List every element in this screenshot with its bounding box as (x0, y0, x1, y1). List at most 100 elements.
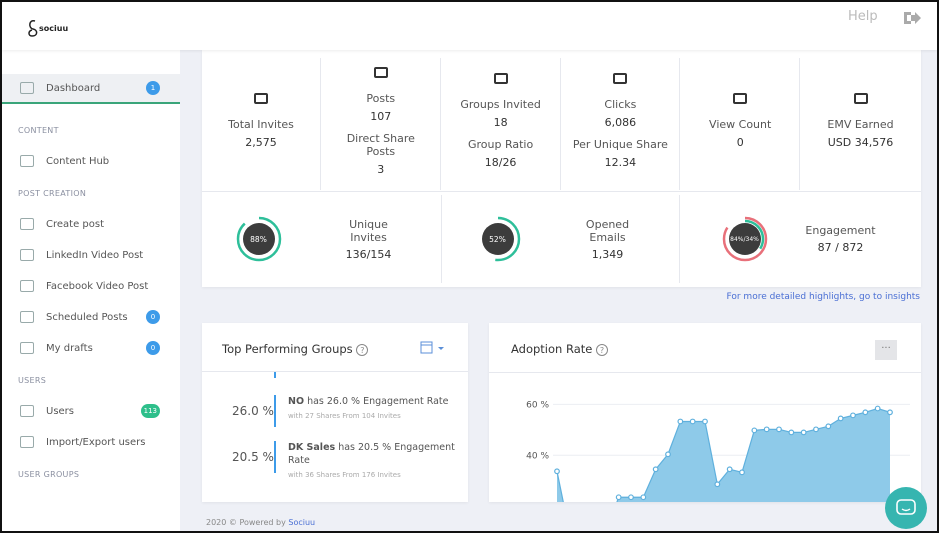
stat-icon-shape (853, 93, 868, 104)
stat-value: 6,086 (604, 116, 637, 129)
group-detail: with 36 Shares From 176 Invites (288, 471, 401, 479)
nav-label: Import/Export users (46, 436, 146, 448)
stat-column: Total Invites 2,575 (202, 58, 321, 190)
nav-icon (20, 280, 34, 292)
y-tick-label: 60 % (526, 400, 549, 410)
nav-label: My drafts (46, 342, 93, 354)
help-icon[interactable]: ? (596, 344, 609, 356)
point (615, 494, 622, 501)
group-bar (274, 372, 276, 378)
point (862, 409, 869, 416)
area (557, 408, 890, 502)
stat-label: View Count (709, 118, 772, 131)
nav-icon (20, 405, 34, 417)
group-bar (274, 395, 276, 427)
logo-text: sociuu (39, 24, 69, 33)
card-title: Top Performing Groups ? (222, 342, 369, 356)
group-name: NO (288, 396, 305, 407)
nav-item[interactable]: LinkedIn Video Post (2, 240, 180, 270)
group-entry: 26.0 % NO has 26.0 % Engagement Rate with … (202, 387, 468, 431)
sidebar: Dashboard 1 CONTENT Content Hub POST CREATIO… (2, 50, 180, 531)
stats-card: Total Invites 2,575 Posts 107 Direct Share P… (202, 50, 921, 287)
point (652, 466, 659, 473)
menu-button[interactable]: ··· (875, 340, 897, 360)
stat-value: 87 / 872 (817, 241, 864, 254)
badge: 0 (146, 310, 160, 324)
help-link[interactable]: Help (848, 9, 878, 24)
stat-label: Per Unique Share (572, 138, 668, 151)
section-title: USERS (18, 376, 47, 385)
nav-icon (20, 218, 34, 230)
point (751, 427, 758, 434)
point (677, 418, 684, 425)
group-rate: has 20.5 % Engagement Rate (288, 442, 455, 466)
point (850, 412, 856, 419)
ring-chart (475, 216, 520, 262)
stat-label: Posts (366, 91, 396, 105)
point (825, 423, 832, 430)
nav-item[interactable]: My drafts 0 (2, 333, 180, 363)
section-title: USER GROUPS (18, 470, 80, 479)
nav-item[interactable]: Dashboard 1 (2, 74, 180, 104)
help-icon[interactable]: ? (356, 344, 369, 356)
stat-icon (252, 90, 270, 110)
group-percent: 20.5 % (232, 450, 274, 464)
stat-icon-shape (254, 93, 268, 104)
group-text: DK Sales has 20.5 % Engagement Rate with … (288, 441, 458, 482)
stat-text: Opened Emails 1,349 (569, 218, 647, 261)
top-groups-card: Top Performing Groups ? with 12 Shares F… (202, 323, 468, 502)
footer-link[interactable]: Sociuu (288, 518, 316, 527)
point (567, 529, 572, 531)
stat-label: Engagement (805, 224, 876, 237)
nav-item[interactable]: Users 113 (2, 396, 180, 426)
stat-value: 18/26 (484, 156, 517, 169)
nav-label: Create post (46, 218, 105, 230)
point (788, 429, 795, 436)
stat-icon (611, 70, 629, 90)
group-percent: 26.0 % (232, 404, 274, 418)
badge: 1 (146, 81, 160, 95)
point (714, 481, 721, 488)
point (739, 469, 745, 476)
stat-text: Engagement 87 / 872 (802, 224, 880, 254)
point (640, 494, 647, 501)
stat-cell: 52% Opened Emails 1,349 (442, 195, 680, 283)
section-title: POST CREATION (18, 189, 87, 198)
nav-icon (20, 311, 34, 323)
group-text: NO has 26.0 % Engagement Rate with 27 Sha… (288, 395, 458, 423)
nav-item[interactable]: Facebook Video Post (2, 271, 180, 301)
chat-button[interactable] (885, 487, 927, 529)
stat-value: 3 (377, 162, 385, 176)
ring-chart (722, 216, 767, 262)
stat-label: Groups Invited (460, 98, 541, 111)
stat-value: 0 (736, 136, 744, 149)
nav-item[interactable]: Scheduled Posts 0 (2, 302, 180, 332)
nav-item[interactable]: Import/Export users (2, 427, 180, 457)
nav-icon (20, 82, 34, 94)
badge: 0 (146, 341, 160, 355)
y-tick-label: 40 % (526, 451, 549, 461)
calendar-dropdown[interactable] (420, 341, 446, 355)
chat-icon (896, 499, 916, 515)
nav-item[interactable]: Content Hub (2, 146, 180, 176)
section-title: CONTENT (18, 126, 59, 135)
stat-value: 2,575 (245, 136, 277, 149)
nav-item[interactable]: Create post (2, 209, 180, 239)
card-title: Adoption Rate ? (511, 342, 609, 356)
stat-label: Total Invites (228, 118, 294, 131)
nav-label: Facebook Video Post (46, 280, 149, 292)
divider (202, 191, 921, 192)
point (763, 426, 770, 433)
stat-icon-shape (373, 66, 388, 78)
stat-value: 136/154 (345, 247, 392, 261)
ring-label: 52% (489, 234, 506, 244)
group-list: with 12 Shares From 58 Invites 26.0 % NO h… (202, 372, 468, 502)
footer-text: 2020 © Powered by (206, 518, 286, 527)
stat-column: View Count 0 (681, 58, 801, 190)
title-text: Top Performing Groups (222, 342, 353, 356)
insights-link[interactable]: For more detailed highlights, go to insi… (726, 292, 921, 302)
stat-column: Groups Invited 18 Group Ratio 18/26 (442, 58, 561, 190)
nav-label: Content Hub (46, 155, 110, 167)
logout-icon[interactable] (902, 10, 922, 26)
